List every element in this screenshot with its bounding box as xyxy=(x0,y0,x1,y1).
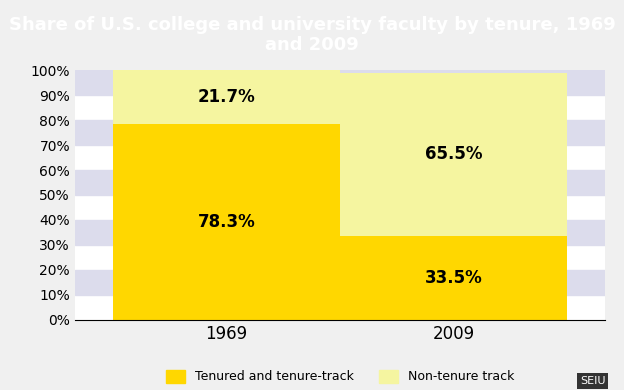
Legend: Tenured and tenure-track, Non-tenure track: Tenured and tenure-track, Non-tenure tra… xyxy=(161,365,519,388)
Bar xyxy=(113,124,340,320)
Bar xyxy=(75,170,605,195)
Bar xyxy=(75,220,605,245)
Bar xyxy=(340,73,567,236)
Text: 78.3%: 78.3% xyxy=(198,213,255,231)
Text: 33.5%: 33.5% xyxy=(425,269,482,287)
Text: 21.7%: 21.7% xyxy=(198,88,255,106)
Bar xyxy=(75,70,605,95)
Text: Share of U.S. college and university faculty by tenure, 1969 and 2009: Share of U.S. college and university fac… xyxy=(9,16,615,55)
Bar xyxy=(340,236,567,320)
Bar xyxy=(75,120,605,145)
Bar xyxy=(113,70,340,124)
Bar xyxy=(75,270,605,295)
Text: SEIU: SEIU xyxy=(580,376,605,386)
Text: 65.5%: 65.5% xyxy=(425,145,482,163)
